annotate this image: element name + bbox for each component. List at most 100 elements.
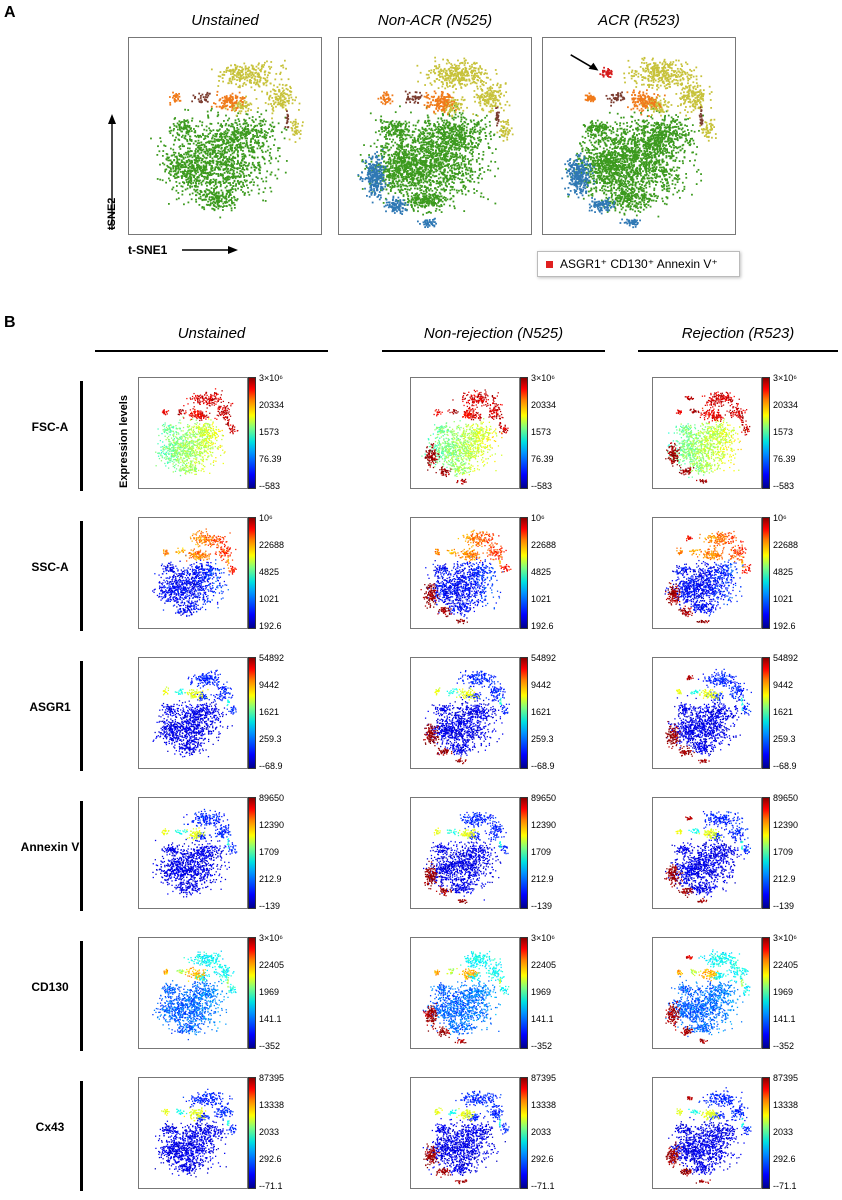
legend-swatch (546, 260, 553, 268)
colorbar (520, 377, 528, 489)
colorbar-tick-label: --583 (773, 481, 794, 491)
colorbar-tick-label: 1021 (259, 594, 279, 604)
colorbar-tick-label: 192.6 (259, 621, 282, 631)
colorbar-tick-label: --68.9 (531, 761, 555, 771)
row-divider (80, 1081, 83, 1191)
colorbar-tick-label: 259.3 (259, 734, 282, 744)
colorbar-tick-label: 54892 (531, 653, 556, 663)
colorbar-tick-label: --68.9 (259, 761, 283, 771)
colorbar (762, 517, 770, 629)
colorbar-tick-label: --71.1 (773, 1181, 797, 1191)
colorbar-tick-label: 1969 (773, 987, 793, 997)
expression-levels-label: Expression levels (118, 395, 130, 488)
colorbar (762, 1077, 770, 1189)
colorbar (762, 937, 770, 1049)
colorbar-tick-label: 212.9 (773, 874, 796, 884)
expression-plot (138, 517, 248, 629)
panel-b-col-title-unstained: Unstained (95, 325, 328, 342)
colorbar-tick-label: 22688 (773, 540, 798, 550)
colorbar-tick-label: 141.1 (259, 1014, 282, 1024)
colorbar-tick-label: 54892 (259, 653, 284, 663)
colorbar-tick-label: 89650 (773, 793, 798, 803)
expression-plot (652, 797, 762, 909)
tsne1-axis-arrow-icon (182, 246, 238, 254)
colorbar (520, 657, 528, 769)
colorbar-tick-label: 141.1 (773, 1014, 796, 1024)
tsne2-axis-arrow-icon (108, 114, 116, 230)
colorbar-tick-label: 13338 (531, 1100, 556, 1110)
panel-b-col-title-nonrejection: Non-rejection (N525) (382, 325, 605, 342)
colorbar-tick-label: 13338 (259, 1100, 284, 1110)
colorbar-tick-label: 292.6 (773, 1154, 796, 1164)
panel-a-letter: A (4, 4, 16, 22)
row-divider (80, 801, 83, 911)
colorbar-tick-label: 9442 (259, 680, 279, 690)
colorbar (248, 517, 256, 629)
colorbar (762, 377, 770, 489)
colorbar (520, 797, 528, 909)
colorbar-tick-label: 76.39 (259, 454, 282, 464)
colorbar-tick-label: --139 (773, 901, 794, 911)
colorbar-tick-label: 20334 (531, 400, 556, 410)
colorbar-tick-label: 22405 (259, 960, 284, 970)
colorbar-tick-label: 22688 (259, 540, 284, 550)
colorbar-tick-label: 1021 (531, 594, 551, 604)
row-divider (80, 381, 83, 491)
colorbar-tick-label: --71.1 (531, 1181, 555, 1191)
colorbar-tick-label: 76.39 (531, 454, 554, 464)
colorbar-tick-label: 10⁶ (773, 513, 787, 523)
colorbar-tick-label: 22405 (773, 960, 798, 970)
tsne-plot-unstained (128, 37, 322, 235)
colorbar-tick-label: 13338 (773, 1100, 798, 1110)
colorbar-tick-label: --71.1 (259, 1181, 283, 1191)
colorbar-tick-label: 1969 (259, 987, 279, 997)
colorbar-tick-label: 3×10⁶ (773, 933, 797, 943)
expression-plot (652, 657, 762, 769)
colorbar-tick-label: 2033 (259, 1127, 279, 1137)
expression-plot (410, 797, 520, 909)
col-divider-nonrejection (382, 350, 605, 352)
colorbar-tick-label: 10⁶ (531, 513, 545, 523)
colorbar-tick-label: 4825 (531, 567, 551, 577)
row-label-asgr1: ASGR1 (2, 700, 98, 714)
panel-a-title-nonacr: Non-ACR (N525) (338, 12, 532, 29)
colorbar-tick-label: --583 (259, 481, 280, 491)
colorbar (520, 517, 528, 629)
colorbar-tick-label: --139 (531, 901, 552, 911)
colorbar-tick-label: 12390 (531, 820, 556, 830)
colorbar-tick-label: --68.9 (773, 761, 797, 771)
colorbar (248, 1077, 256, 1189)
col-divider-rejection (638, 350, 838, 352)
colorbar-tick-label: 1621 (531, 707, 551, 717)
panel-a-title-unstained: Unstained (128, 12, 322, 29)
expression-plot (652, 377, 762, 489)
colorbar-tick-label: 259.3 (531, 734, 554, 744)
colorbar-tick-label: 22688 (531, 540, 556, 550)
colorbar-tick-label: 2033 (773, 1127, 793, 1137)
colorbar-tick-label: 54892 (773, 653, 798, 663)
colorbar-tick-label: 1573 (531, 427, 551, 437)
colorbar (520, 937, 528, 1049)
colorbar-tick-label: 192.6 (531, 621, 554, 631)
expression-plot (138, 797, 248, 909)
colorbar (248, 657, 256, 769)
panel-a-title-acr: ACR (R523) (542, 12, 736, 29)
colorbar-tick-label: 89650 (259, 793, 284, 803)
colorbar-tick-label: 9442 (531, 680, 551, 690)
colorbar-tick-label: 1709 (259, 847, 279, 857)
colorbar-tick-label: 87395 (773, 1073, 798, 1083)
colorbar-tick-label: 212.9 (259, 874, 282, 884)
colorbar (248, 377, 256, 489)
colorbar (520, 1077, 528, 1189)
colorbar-tick-label: 1969 (531, 987, 551, 997)
expression-plot (410, 937, 520, 1049)
colorbar-tick-label: 259.3 (773, 734, 796, 744)
colorbar-tick-label: 20334 (259, 400, 284, 410)
col-divider-unstained (95, 350, 328, 352)
row-label-cd130: CD130 (2, 980, 98, 994)
panel-b-letter: B (4, 314, 16, 332)
colorbar-tick-label: 292.6 (259, 1154, 282, 1164)
colorbar-tick-label: 4825 (259, 567, 279, 577)
expression-plot (410, 377, 520, 489)
tsne-plot-acr (542, 37, 736, 235)
